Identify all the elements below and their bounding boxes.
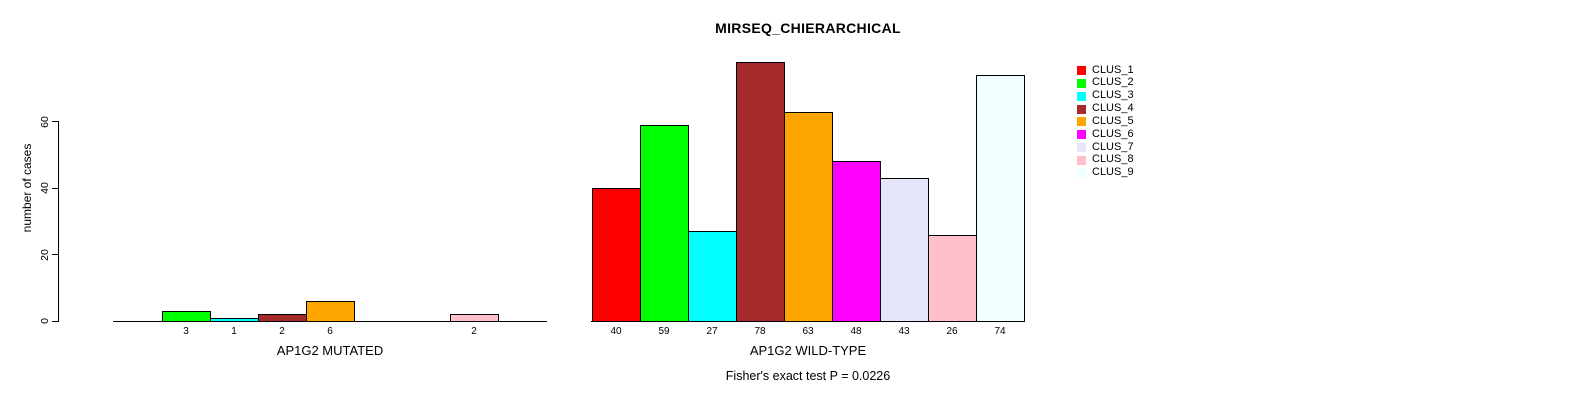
- y-tick-label: 40: [39, 182, 51, 194]
- bar: [210, 317, 259, 322]
- legend-label: CLUS_3: [1092, 89, 1134, 102]
- legend-label: CLUS_5: [1092, 114, 1134, 127]
- legend-label: CLUS_9: [1092, 166, 1134, 179]
- y-axis-label: number of cases: [20, 143, 34, 233]
- bar: [450, 314, 499, 322]
- bar: [592, 188, 641, 322]
- y-tick: [52, 254, 58, 255]
- bar-value-label: 2: [279, 326, 285, 337]
- bar: [832, 161, 881, 322]
- chart-subtitle: Fisher's exact test P = 0.0226: [725, 369, 891, 383]
- bar: [736, 61, 785, 322]
- bar-value-label: 2: [471, 326, 477, 337]
- bar: [306, 301, 355, 322]
- bar: [976, 74, 1025, 322]
- bar-value-label: 6: [327, 326, 333, 337]
- bar-value-label: 59: [658, 326, 670, 337]
- bar-value-label: 26: [946, 326, 958, 337]
- y-tick: [52, 320, 58, 322]
- bar: [162, 311, 211, 322]
- y-axis-line: [58, 121, 59, 322]
- legend-swatch: [1077, 143, 1086, 153]
- group-label: AP1G2 WILD-TYPE: [749, 343, 867, 358]
- legend-label: CLUS_6: [1092, 127, 1134, 140]
- legend-swatch: [1077, 117, 1086, 127]
- y-tick-label: 20: [39, 248, 51, 261]
- bar: [784, 111, 833, 322]
- y-tick-label: 60: [39, 115, 51, 128]
- chart-title: MIRSEQ_CHIERARCHICAL: [715, 20, 901, 36]
- legend-label: CLUS_7: [1092, 140, 1134, 153]
- bar: [688, 231, 737, 322]
- legend-label: CLUS_8: [1092, 153, 1134, 166]
- legend-label: CLUS_2: [1092, 76, 1134, 89]
- legend-label: CLUS_1: [1092, 63, 1134, 76]
- bar: [928, 234, 977, 322]
- bar-value-label: 74: [994, 326, 1006, 337]
- bar-value-label: 40: [610, 326, 622, 337]
- bar: [640, 124, 689, 322]
- legend-label: CLUS_4: [1092, 102, 1134, 115]
- legend-swatch: [1077, 155, 1086, 165]
- legend-swatch: [1077, 66, 1086, 75]
- bar-value-label: 43: [898, 326, 910, 337]
- y-tick-label: 0: [39, 318, 51, 324]
- bar-value-label: 78: [754, 326, 766, 337]
- y-tick: [52, 187, 58, 189]
- legend-swatch: [1077, 104, 1086, 114]
- legend-swatch: [1077, 130, 1086, 140]
- bar-value-label: 3: [183, 326, 189, 337]
- bar-value-label: 27: [706, 326, 718, 337]
- bar-value-label: 1: [231, 326, 237, 337]
- bar-value-label: 48: [850, 326, 862, 337]
- legend-swatch: [1077, 168, 1086, 178]
- legend-swatch: [1077, 78, 1086, 88]
- group-label: AP1G2 MUTATED: [276, 343, 384, 358]
- bar: [258, 314, 307, 322]
- bar-value-label: 63: [802, 326, 814, 337]
- y-tick: [52, 121, 58, 122]
- legend-swatch: [1077, 91, 1086, 101]
- bar: [880, 178, 929, 322]
